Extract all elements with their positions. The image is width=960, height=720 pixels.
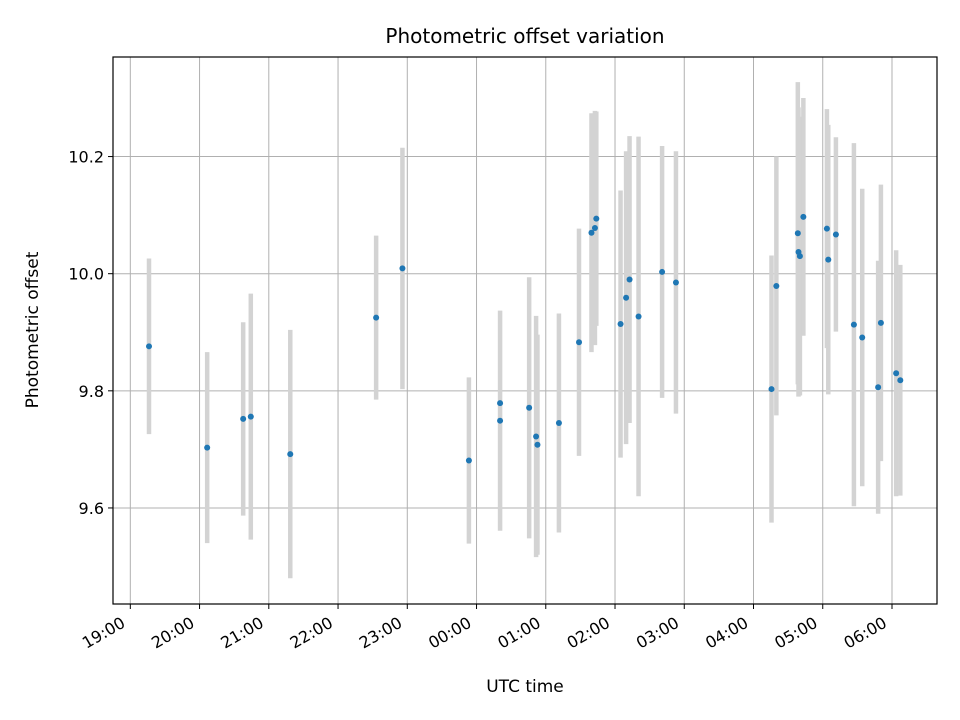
y-axis-ticks: 9.6 9.8 10.0 10.2	[68, 148, 113, 518]
data-point	[465, 457, 472, 464]
data-point	[626, 276, 633, 283]
data-point	[588, 229, 595, 236]
data-point	[773, 282, 780, 289]
data-point	[534, 441, 541, 448]
data-point	[247, 413, 254, 420]
data-point	[240, 415, 247, 422]
x-axis-label: UTC time	[486, 677, 564, 697]
data-point	[897, 377, 904, 384]
data-point	[672, 279, 679, 286]
data-point	[877, 319, 884, 326]
y-tick-label: 10.0	[68, 265, 104, 284]
data-point	[555, 420, 562, 427]
data-point	[850, 321, 857, 328]
data-point	[526, 404, 533, 411]
data-point	[893, 370, 900, 377]
data-point	[146, 343, 153, 350]
data-point	[825, 256, 832, 263]
y-axis-label: Photometric offset	[23, 251, 43, 408]
data-point	[617, 321, 624, 328]
y-tick-label: 10.2	[68, 148, 104, 167]
data-point	[497, 400, 504, 407]
data-point	[533, 433, 540, 440]
y-tick-label: 9.6	[79, 499, 104, 518]
data-point	[875, 384, 882, 391]
data-point	[204, 444, 211, 451]
data-point	[859, 334, 866, 341]
data-points	[146, 213, 904, 464]
data-point	[823, 225, 830, 232]
data-point	[287, 451, 294, 458]
data-point	[635, 313, 642, 320]
plot-frame	[112, 56, 938, 605]
data-point	[373, 314, 380, 321]
data-point	[497, 417, 504, 424]
data-point	[623, 294, 630, 301]
data-point	[591, 225, 598, 232]
data-point	[832, 231, 839, 238]
data-point	[796, 253, 803, 260]
data-point	[659, 268, 666, 275]
data-point	[593, 215, 600, 222]
data-point	[399, 265, 406, 272]
data-point	[768, 386, 775, 393]
data-point	[576, 339, 583, 346]
chart-title: Photometric offset variation	[385, 24, 664, 48]
data-point	[800, 213, 807, 220]
data-point	[794, 230, 801, 237]
y-tick-label: 9.8	[79, 382, 104, 401]
